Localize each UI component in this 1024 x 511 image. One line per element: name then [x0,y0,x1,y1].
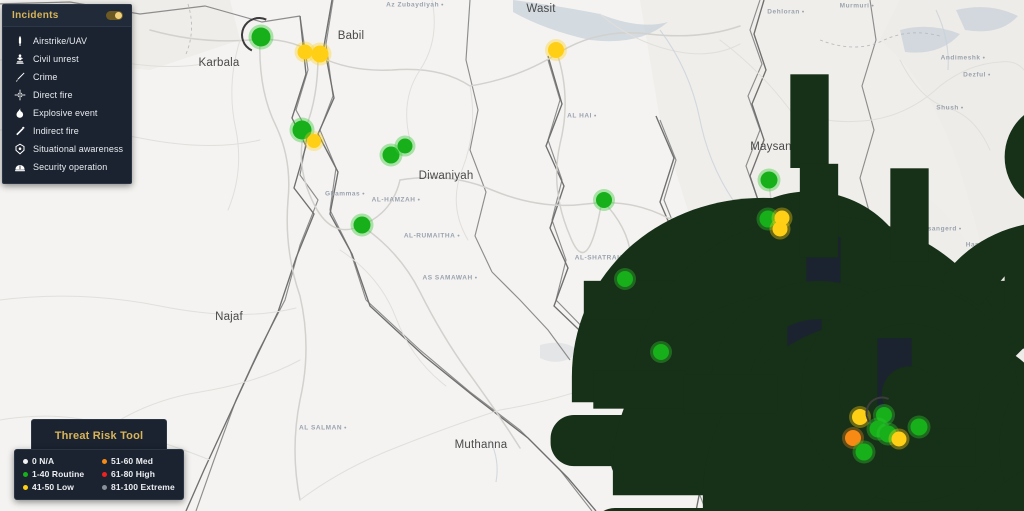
threat-legend-label: 61-80 High [111,469,155,479]
incident-legend-item-crime[interactable]: Crime [3,68,131,86]
incident-legend-label: Crime [33,72,58,82]
threat-legend-item-1-40-routine[interactable]: 1-40 Routine [23,469,96,479]
incident-marker[interactable] [297,44,1024,511]
civil-unrest-icon [13,53,26,66]
incident-marker[interactable] [845,430,861,446]
explosive-event-icon [13,107,26,120]
incidents-layer-toggle[interactable] [106,11,123,20]
threat-level-dot [23,484,28,490]
threat-level-dot [102,458,107,464]
incident-marker[interactable] [852,409,868,425]
crime-icon [13,71,26,84]
incident-legend-item-airstrike-uav[interactable]: Airstrike/UAV [3,32,131,50]
incident-marker[interactable] [653,344,669,360]
incidents-panel-header: Incidents [3,5,131,27]
threat-legend-item-41-50-low[interactable]: 41-50 Low [23,482,96,492]
incident-legend-item-explosive-event[interactable]: Explosive event [3,104,131,122]
direct-fire-icon [13,89,26,102]
incident-marker[interactable] [397,138,1019,503]
incident-marker[interactable] [596,192,1024,511]
threat-level-dot [23,458,28,464]
incident-marker[interactable] [759,210,777,228]
incident-legend-item-civil-unrest[interactable]: Civil unrest [3,50,131,68]
security-operation-icon [13,161,26,174]
incident-marker[interactable] [307,134,1024,499]
incident-legend-item-situational-awareness[interactable]: Situational awareness [3,140,131,158]
threat-legend-item-0-n-a[interactable]: 0 N/A [23,456,96,466]
threat-legend-label: 1-40 Routine [32,469,85,479]
threat-legend-label: 41-50 Low [32,482,74,492]
incident-legend-label: Explosive event [33,108,98,118]
incident-marker[interactable] [772,221,788,237]
incident-legend-label: Security operation [33,162,108,172]
incident-marker[interactable] [855,443,873,461]
incident-marker[interactable] [760,171,778,189]
incident-marker[interactable] [251,27,977,467]
incident-marker[interactable] [353,216,1024,511]
threat-legend-label: 0 N/A [32,456,55,466]
incident-marker[interactable] [891,431,907,447]
threat-legend-item-61-80-high[interactable]: 61-80 High [102,469,175,479]
threat-risk-tool-panel[interactable]: Threat Risk Tool 0 N/A 51-60 Med 1-40 Rout… [14,419,184,500]
incident-marker[interactable] [876,407,892,423]
threat-risk-tool-title: Threat Risk Tool [54,430,144,442]
incidents-legend-list: Airstrike/UAV Civil unrest Crime Direct fir… [3,27,131,183]
threat-legend-label: 81-100 Extreme [111,482,175,492]
situational-awareness-icon [13,143,26,156]
threat-risk-tool-header: Threat Risk Tool [31,419,167,449]
incident-legend-item-indirect-fire[interactable]: Indirect fire [3,122,131,140]
incident-legend-label: Indirect fire [33,126,79,136]
threat-risk-legend-list: 0 N/A 51-60 Med 1-40 Routine 61-80 High 41-5… [14,449,184,500]
incident-legend-item-security-operation[interactable]: Security operation [3,158,131,176]
incident-marker[interactable] [617,271,1024,511]
threat-level-dot [23,471,28,477]
incident-legend-label: Civil unrest [33,54,79,64]
airstrike-uav-icon [13,35,26,48]
threat-legend-label: 51-60 Med [111,456,154,466]
threat-level-dot [102,471,107,477]
threat-level-dot [102,484,107,490]
threat-legend-item-51-60-med[interactable]: 51-60 Med [102,456,175,466]
threat-legend-item-81-100-extreme[interactable]: 81-100 Extreme [102,482,175,492]
incident-legend-label: Airstrike/UAV [33,36,88,46]
indirect-fire-icon [13,125,26,138]
incident-legend-label: Direct fire [33,90,73,100]
incidents-panel[interactable]: Incidents Airstrike/UAV Civil unrest Crime… [2,4,132,184]
incident-marker[interactable] [311,45,1024,485]
incident-marker[interactable] [910,418,928,436]
incident-marker[interactable] [548,42,1024,502]
incident-legend-item-direct-fire[interactable]: Direct fire [3,86,131,104]
incidents-panel-title: Incidents [12,10,59,21]
incident-legend-label: Situational awareness [33,144,124,154]
